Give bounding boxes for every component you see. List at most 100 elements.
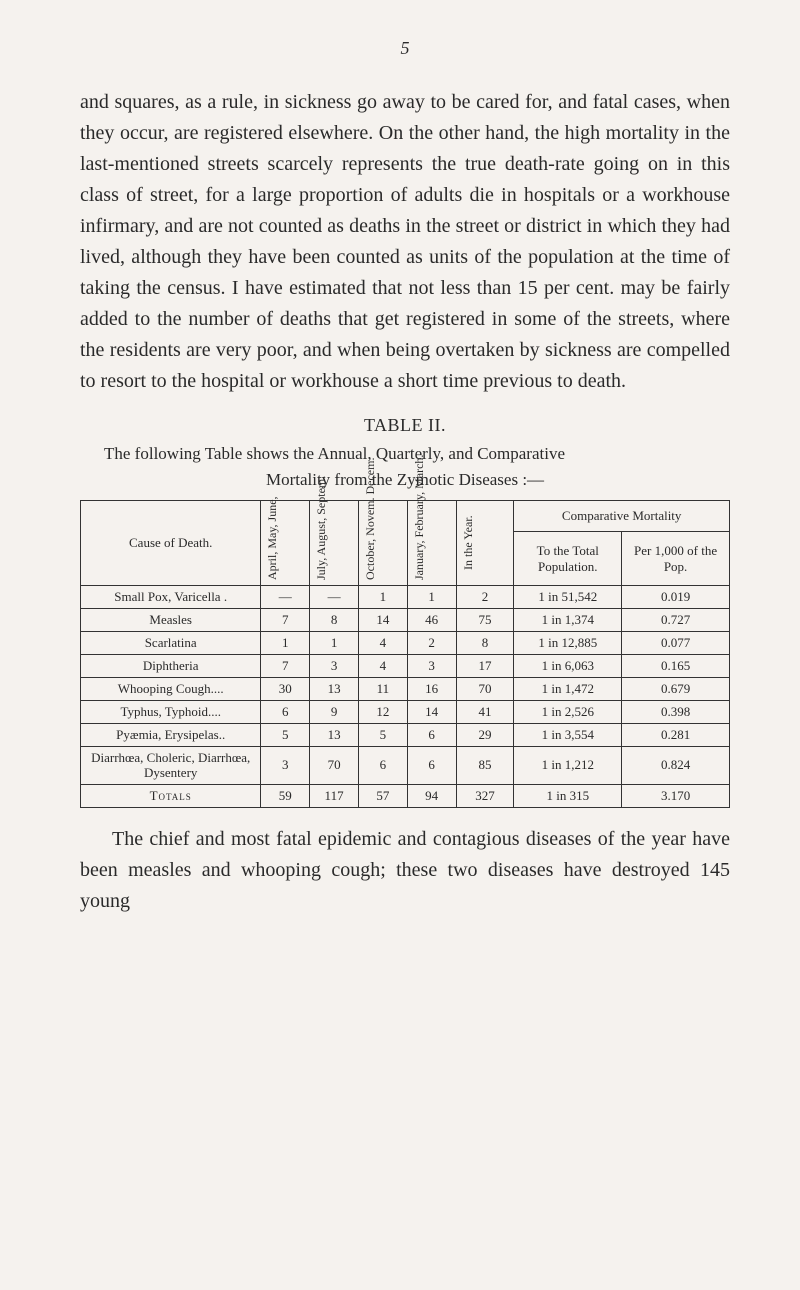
header-year: In the Year. [456,500,514,585]
cell-q1: 1 [261,631,310,654]
cell-total: 1 in 1,212 [514,746,622,784]
body-paragraph-1: and squares, as a rule, in sickness go a… [80,87,730,397]
cell-cause: Pyæmia, Erysipelas.. [81,723,261,746]
cell-q4: 16 [407,677,456,700]
cell-totals-label: Totals [81,784,261,807]
cell-q3: 5 [358,723,407,746]
cell-q1: 7 [261,608,310,631]
cell-year: 70 [456,677,514,700]
cell-q4: 6 [407,746,456,784]
table-row: Small Pox, Varicella . — — 1 1 2 1 in 51… [81,585,730,608]
cell-q2: 13 [310,723,359,746]
cell-q3: 57 [358,784,407,807]
header-comp-per1000: Per 1,000 of the Pop. [622,532,730,585]
table-row: Scarlatina 1 1 4 2 8 1 in 12,885 0.077 [81,631,730,654]
table-body: Small Pox, Varicella . — — 1 1 2 1 in 51… [81,585,730,807]
cell-q1: 7 [261,654,310,677]
cell-q3: 12 [358,700,407,723]
header-q3: October, Novem. Decem. [358,500,407,585]
cell-q3: 11 [358,677,407,700]
cell-year: 2 [456,585,514,608]
cell-q2: — [310,585,359,608]
cell-year: 8 [456,631,514,654]
cell-cause: Diphtheria [81,654,261,677]
cell-q4: 94 [407,784,456,807]
header-q2: July, August, Septem. [310,500,359,585]
table-row: Whooping Cough.... 30 13 11 16 70 1 in 1… [81,677,730,700]
cell-q3: 4 [358,654,407,677]
cell-q1: 30 [261,677,310,700]
body-paragraph-2: The chief and most fatal epidemic and co… [80,824,730,917]
cell-per1000: 0.019 [622,585,730,608]
cell-total: 1 in 12,885 [514,631,622,654]
cell-q2: 117 [310,784,359,807]
cell-per1000: 0.165 [622,654,730,677]
header-q4: January, February, March. [407,500,456,585]
cell-q4: 2 [407,631,456,654]
header-comparative: Comparative Mortality [514,500,730,532]
cell-per1000: 0.077 [622,631,730,654]
table-row: Diphtheria 7 3 4 3 17 1 in 6,063 0.165 [81,654,730,677]
document-page: 5 and squares, as a rule, in sickness go… [0,0,800,1290]
cell-per1000: 0.727 [622,608,730,631]
cell-q2: 70 [310,746,359,784]
cell-q2: 3 [310,654,359,677]
header-q4-label: January, February, March. [412,504,427,582]
table-row: Typhus, Typhoid.... 6 9 12 14 41 1 in 2,… [81,700,730,723]
header-cause: Cause of Death. [81,500,261,585]
cell-total: 1 in 1,472 [514,677,622,700]
cell-per1000: 0.679 [622,677,730,700]
cell-q2: 9 [310,700,359,723]
cell-q4: 46 [407,608,456,631]
cell-total: 1 in 3,554 [514,723,622,746]
cell-cause: Scarlatina [81,631,261,654]
header-q2-label: July, August, Septem. [314,504,329,582]
table-header-row-1: Cause of Death. April, May, June, July, … [81,500,730,532]
cell-q1: 5 [261,723,310,746]
cell-cause: Typhus, Typhoid.... [81,700,261,723]
cell-per1000: 0.824 [622,746,730,784]
cell-q4: 3 [407,654,456,677]
cell-q2: 13 [310,677,359,700]
cell-total: 1 in 315 [514,784,622,807]
table-row: Measles 7 8 14 46 75 1 in 1,374 0.727 [81,608,730,631]
cell-total: 1 in 2,526 [514,700,622,723]
cell-total: 1 in 6,063 [514,654,622,677]
cell-q4: 14 [407,700,456,723]
cell-q3: 1 [358,585,407,608]
cell-q1: 6 [261,700,310,723]
cell-cause: Whooping Cough.... [81,677,261,700]
header-q1-label: April, May, June, [265,504,280,582]
cell-q2: 8 [310,608,359,631]
cell-q1: — [261,585,310,608]
header-q1: April, May, June, [261,500,310,585]
cell-year: 41 [456,700,514,723]
cell-per1000: 0.281 [622,723,730,746]
cell-q1: 59 [261,784,310,807]
cell-year: 17 [456,654,514,677]
cell-q3: 6 [358,746,407,784]
cell-year: 75 [456,608,514,631]
cell-q1: 3 [261,746,310,784]
table-totals-row: Totals 59 117 57 94 327 1 in 315 3.170 [81,784,730,807]
cell-q3: 4 [358,631,407,654]
cell-year: 85 [456,746,514,784]
mortality-table: Cause of Death. April, May, June, July, … [80,500,730,808]
cell-cause: Diarrhœa, Choleric, Diarrhœa, Dysentery [81,746,261,784]
cell-q3: 14 [358,608,407,631]
cell-q2: 1 [310,631,359,654]
cell-q4: 1 [407,585,456,608]
table-title: TABLE II. [80,415,730,436]
cell-year: 29 [456,723,514,746]
header-comp-total: To the Total Population. [514,532,622,585]
header-year-label: In the Year. [461,504,476,582]
cell-cause: Measles [81,608,261,631]
cell-total: 1 in 51,542 [514,585,622,608]
cell-cause: Small Pox, Varicella . [81,585,261,608]
table-row: Diarrhœa, Choleric, Diarrhœa, Dysentery … [81,746,730,784]
page-number: 5 [80,38,730,59]
header-q3-label: October, Novem. Decem. [363,504,378,582]
cell-year: 327 [456,784,514,807]
cell-total: 1 in 1,374 [514,608,622,631]
cell-q4: 6 [407,723,456,746]
